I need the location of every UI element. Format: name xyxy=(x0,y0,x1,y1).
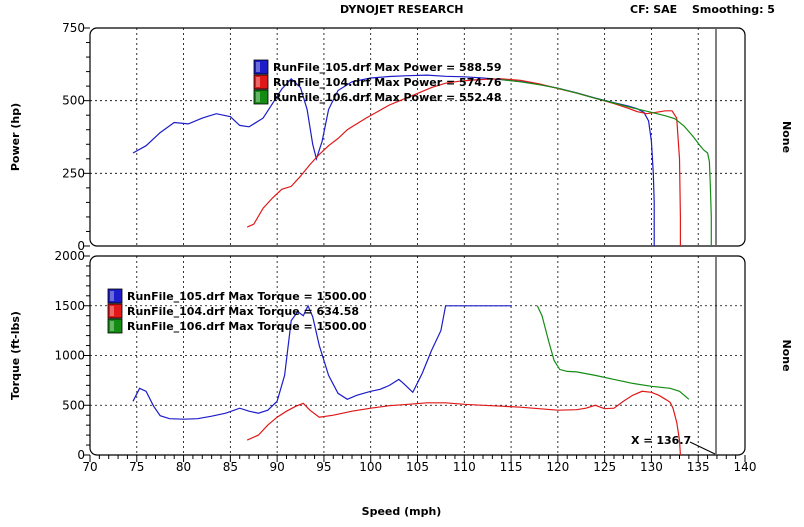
power-legend-swatch xyxy=(253,59,269,75)
torque-legend-entry: RunFile_105.drf Max Torque = 1500.00 xyxy=(127,290,367,303)
torque-y-axis-label: Torque (ft-lbs) xyxy=(9,311,22,400)
power-legend-swatch-highlight xyxy=(256,92,260,102)
x-tick-label: 135 xyxy=(687,460,710,474)
torque-y-tick-label: 2000 xyxy=(54,249,85,263)
x-tick-label: 80 xyxy=(176,460,191,474)
power-series-line-1 xyxy=(132,74,655,246)
power-legend-entry: RunFile_105.drf Max Power = 588.59 xyxy=(273,61,502,74)
torque-legend-entry: RunFile_104.drf Max Torque = 634.58 xyxy=(127,305,359,318)
x-tick-label: 130 xyxy=(640,460,663,474)
power-y-axis-label: Power (hp) xyxy=(9,103,22,171)
x-tick-label: 75 xyxy=(129,460,144,474)
power-legend-swatch xyxy=(253,74,269,90)
x-tick-label: 140 xyxy=(734,460,757,474)
chart-header-cf: CF: SAE xyxy=(630,3,678,16)
torque-series-line-1 xyxy=(132,304,512,420)
x-tick-label: 95 xyxy=(316,460,331,474)
torque-y-tick-label: 0 xyxy=(77,448,85,462)
chart-header-smoothing: Smoothing: 5 xyxy=(692,3,775,16)
x-tick-label: 125 xyxy=(593,460,616,474)
power-y-tick-label: 500 xyxy=(62,94,85,108)
torque-legend-swatch xyxy=(107,288,123,304)
power-series-line-2 xyxy=(246,78,681,246)
power-legend-swatch-highlight xyxy=(256,62,260,72)
torque-legend-swatch-highlight xyxy=(110,306,114,316)
x-tick-label: 90 xyxy=(270,460,285,474)
torque-series-line-2 xyxy=(246,390,681,456)
x-tick-label: 70 xyxy=(82,460,97,474)
cursor-value-label: X = 136.7 xyxy=(631,434,691,447)
torque-legend-swatch xyxy=(107,303,123,319)
torque-y-tick-label: 500 xyxy=(62,398,85,412)
power-series-line-3 xyxy=(501,79,712,246)
power-y-tick-label: 0 xyxy=(77,239,85,253)
chart-header-title: DYNOJET RESEARCH xyxy=(340,3,464,16)
torque-y-tick-label: 1500 xyxy=(54,299,85,313)
cursor-value-leader xyxy=(689,441,716,455)
x-tick-label: 110 xyxy=(453,460,476,474)
power-y-tick-label: 750 xyxy=(62,21,85,35)
torque-legend-swatch xyxy=(107,318,123,334)
torque-y-tick-label: 1000 xyxy=(54,349,85,363)
torque-legend-swatch-highlight xyxy=(110,291,114,301)
power-right-axis-label: None xyxy=(780,121,793,153)
power-legend-entry: RunFile_104.drf Max Power = 574.76 xyxy=(273,76,502,89)
x-tick-label: 115 xyxy=(500,460,523,474)
power-legend-swatch-highlight xyxy=(256,77,260,87)
x-tick-label: 85 xyxy=(223,460,238,474)
power-legend-entry: RunFile_106.drf Max Power = 552.48 xyxy=(273,91,502,104)
power-legend-swatch xyxy=(253,89,269,105)
torque-right-axis-label: None xyxy=(780,339,793,371)
x-axis-label: Speed (mph) xyxy=(362,505,442,518)
x-tick-label: 105 xyxy=(406,460,429,474)
torque-legend-entry: RunFile_106.drf Max Torque = 1500.00 xyxy=(127,320,367,333)
power-y-tick-label: 250 xyxy=(62,166,85,180)
torque-legend-swatch-highlight xyxy=(110,321,114,331)
torque-series-line-3 xyxy=(536,305,690,400)
x-tick-label: 100 xyxy=(359,460,382,474)
x-tick-label: 120 xyxy=(546,460,569,474)
